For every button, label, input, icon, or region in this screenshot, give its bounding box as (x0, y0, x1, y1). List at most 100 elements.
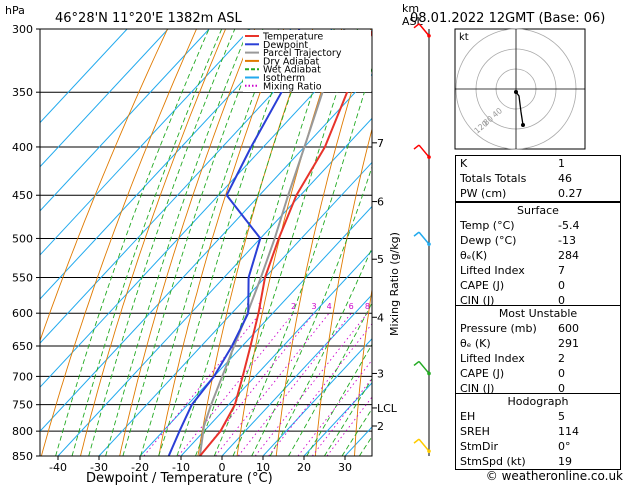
legend-item: Mixing Ratio (263, 81, 322, 92)
row-key: CIN (J) (460, 382, 495, 395)
isotherm (40, 29, 128, 124)
row-key: Pressure (mb) (460, 322, 537, 335)
pressure-label: 600 (12, 307, 33, 320)
mixing-ratio-label: Mixing Ratio (g/kg) (388, 232, 401, 336)
table-row: Lifted Index 7 (456, 263, 620, 278)
wet-adiabat (195, 29, 335, 456)
row-value: 0 (558, 367, 565, 380)
skewt-plot-area: 1 2 3 4 6 8 10 16 20 25 (40, 29, 427, 456)
table-row: StmDir 0° (456, 439, 620, 454)
mixing-tick-label: 6 (349, 302, 354, 311)
barb-staff (418, 360, 430, 374)
row-value: 46 (558, 172, 572, 185)
surface-table: Surface Temp (°C) -5.4 Dewp (°C) -13 θₑ(K) 284… (455, 202, 621, 309)
legend-item: Dewpoint (263, 40, 308, 51)
barb-staff (418, 231, 430, 245)
wet-adiabat (71, 29, 223, 456)
wet-adiabat (269, 246, 372, 456)
table-row: CIN (J) 0 (456, 381, 620, 396)
axes-layer: 300350400450500550600650700750800850-40-… (12, 23, 398, 474)
row-key: CAPE (J) (460, 367, 505, 380)
isotherm (40, 29, 210, 212)
hodo-trace (515, 91, 524, 126)
table-title: Most Unstable (498, 307, 578, 320)
row-key: Lifted Index (460, 264, 525, 277)
row-value: 1 (558, 157, 565, 170)
pressure-label: 500 (12, 232, 33, 245)
barb-dot (427, 242, 431, 246)
pressure-label: 400 (12, 141, 33, 154)
table-row: CIN (J) 0 (456, 293, 620, 308)
pressure-label: 350 (12, 86, 33, 99)
km-label-6: 6 (377, 196, 384, 209)
isotherm (98, 161, 372, 456)
row-value: 291 (558, 337, 579, 350)
row-key: StmSpd (kt) (460, 455, 526, 468)
dry-adiabat (236, 29, 343, 456)
row-value: 284 (558, 249, 579, 262)
temp-label: 0 (219, 461, 226, 474)
wet-adiabat (88, 29, 236, 456)
row-value: 0 (558, 279, 565, 292)
isotherm (40, 29, 292, 300)
table-title: Hodograph (507, 395, 569, 408)
row-value: -13 (558, 234, 576, 247)
isotherm (221, 293, 372, 456)
isotherm (57, 117, 372, 456)
temp-label: -40 (49, 461, 67, 474)
row-key: EH (460, 410, 476, 423)
row-key: Temp (°C) (460, 219, 515, 232)
temperature-line (199, 29, 372, 456)
wind-barb (413, 438, 431, 453)
dewpoint-line (167, 29, 301, 456)
dry-adiabat (354, 286, 372, 456)
wind-barb (413, 231, 431, 246)
isotherm (40, 73, 372, 433)
legend-item: Temperature (262, 32, 323, 43)
barb-flag (413, 23, 420, 29)
title-location: 46°28'N 11°20'E 1382m ASL (55, 11, 243, 26)
temp-label: -20 (131, 461, 149, 474)
legend-item: Isotherm (263, 73, 305, 84)
wet-adiabat (232, 66, 372, 456)
isotherm (180, 249, 372, 456)
table-row: Temp (°C) -5.4 (456, 218, 620, 233)
dry-adiabat (314, 127, 372, 456)
wind-barb (413, 144, 431, 159)
pressure-label: 650 (12, 340, 33, 353)
pressure-label: 550 (12, 272, 33, 285)
legend-item: Wet Adiabat (263, 65, 321, 76)
barb-staff (418, 438, 430, 452)
row-key: PW (cm) (460, 187, 507, 200)
mixing-tick-label: 2 (291, 302, 296, 311)
isotherm (40, 29, 169, 168)
mixing-tick-label: 20 (417, 302, 427, 311)
row-value: 0 (558, 382, 565, 395)
mixing-tick-label: 3 (311, 302, 316, 311)
dry-adiabat (119, 29, 256, 456)
row-value: 5 (558, 410, 565, 423)
title-datetime: 08.01.2022 12GMT (Base: 06) (410, 11, 605, 26)
barb-flag (413, 360, 420, 367)
wet-adiabat (176, 29, 315, 456)
parcel-trajectory-line (198, 29, 346, 456)
copyright: © weatheronline.co.uk (485, 469, 623, 483)
row-value: 0 (558, 294, 565, 307)
row-value: 2 (558, 352, 565, 365)
hodo-unit: kt (459, 32, 469, 43)
row-value: 0.27 (558, 187, 583, 200)
table-row: PW (cm) 0.27 (456, 186, 620, 201)
temp-label: 30 (338, 461, 352, 474)
table-row: Dewp (°C) -13 (456, 233, 620, 248)
pressure-label: 850 (12, 450, 33, 463)
row-key: CAPE (J) (460, 279, 505, 292)
wet-adiabat (213, 29, 359, 456)
table-row: θₑ (K) 291 (456, 336, 620, 351)
wet-adiabat (105, 29, 249, 456)
pressure-label: 450 (12, 189, 33, 202)
mixing-ratio-line (297, 359, 372, 456)
table-row: CAPE (J) 0 (456, 278, 620, 293)
hodograph-table: Hodograph EH 5 SREH 114 StmDir 0° StmSpd (kt) 19 (455, 393, 621, 470)
